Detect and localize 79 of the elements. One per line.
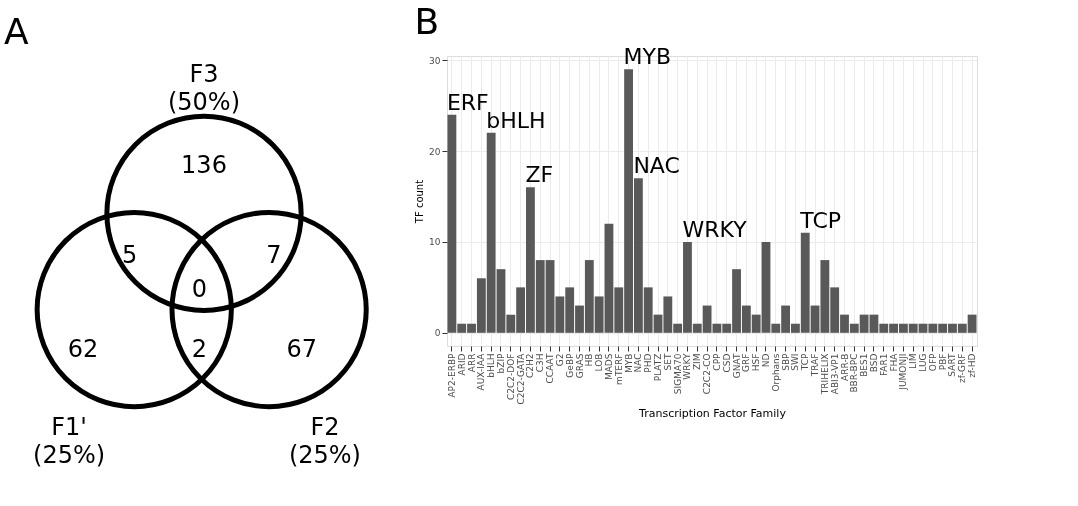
- y-tick-label: 0: [434, 328, 441, 339]
- x-tick-label: CPP: [711, 352, 722, 371]
- x-tick-label: JUMONJI: [898, 353, 909, 391]
- x-tick-label: BBR-BPC: [849, 353, 860, 393]
- text: 136: [181, 150, 227, 179]
- text: F1' (25%): [33, 412, 106, 469]
- x-tick-label: TCP: [800, 352, 811, 372]
- text: 67: [286, 335, 317, 364]
- x-tick-label: ARR: [466, 353, 477, 373]
- text: 62: [67, 335, 99, 364]
- x-tick-label: G2: [554, 353, 565, 367]
- y-axis-title: TF count: [414, 179, 426, 225]
- x-tick-label: CCAAT: [545, 353, 556, 384]
- y-tick-label: 30: [429, 55, 441, 66]
- x-tick-label: LIM: [908, 353, 919, 369]
- x-tick-label: ND: [760, 353, 771, 368]
- x-tick-label: PBF: [937, 353, 948, 371]
- text: 0: [191, 274, 207, 303]
- x-tick-label: BES1: [859, 353, 870, 377]
- x-tick-label: zf-GRF: [957, 353, 968, 383]
- x-tick-label: PHD: [643, 353, 654, 373]
- x-tick-label: ARID: [456, 353, 467, 376]
- chart-title: B: [414, 1, 440, 43]
- x-tick-label: ZIM: [692, 353, 703, 371]
- x-tick-label: FHA: [888, 352, 899, 372]
- x-tick-label: zf-HD: [967, 353, 978, 378]
- text: A: [4, 11, 29, 52]
- x-tick-label: C3H: [535, 353, 546, 373]
- annotation: ZF: [525, 162, 554, 188]
- x-tick-label: bHLH: [486, 353, 497, 378]
- x-tick-label: C2C2-CO: [702, 353, 713, 395]
- x-tick-label: NAC: [633, 353, 644, 373]
- annotation: TCP: [799, 207, 842, 233]
- x-tick-label: GeBP: [564, 352, 575, 378]
- x-tick-label: bZIP: [495, 352, 506, 374]
- x-tick-label: SART: [947, 353, 958, 377]
- x-tick-label: LUG: [918, 353, 929, 372]
- x-tick-label: C2C2-GATA: [515, 352, 526, 405]
- text: F2 (25%): [288, 412, 361, 469]
- text: 7: [266, 240, 282, 269]
- x-tick-label: AP2-ERBP: [446, 352, 457, 398]
- x-tick-label: GRAS: [574, 353, 585, 379]
- x-tick-label: TRAF: [810, 353, 821, 378]
- text: F3 (50%): [167, 60, 241, 117]
- x-tick-label: GRF: [741, 353, 752, 372]
- x-tick-label: WRKY: [682, 353, 693, 380]
- x-tick-label: SWI: [790, 353, 801, 371]
- x-tick-label: OFP: [927, 352, 938, 372]
- x-axis-title: Transcription Factor Family: [638, 407, 787, 421]
- x-tick-label: PLATZ: [653, 353, 664, 382]
- annotation: WRKY: [682, 216, 748, 242]
- annotation: bHLH: [486, 107, 546, 133]
- x-tick-label: GNAT: [731, 353, 742, 379]
- x-tick-label: Orphans: [770, 353, 781, 392]
- x-tick-label: MADS: [603, 353, 614, 381]
- y-tick-label: 20: [429, 146, 441, 157]
- x-tick-label: FAR1: [878, 353, 889, 376]
- x-tick-label: HB: [584, 353, 595, 367]
- x-tick-label: C2C2-DOF: [505, 353, 516, 400]
- text: 2: [191, 335, 207, 364]
- y-tick-label: 10: [429, 237, 441, 248]
- x-tick-label: AUX-IAA: [476, 352, 487, 391]
- x-tick-label: BSD: [868, 353, 879, 373]
- annotation: NAC: [633, 153, 680, 179]
- x-tick-label: SET: [662, 353, 673, 371]
- annotation: ERF: [446, 89, 489, 115]
- annotation: MYB: [623, 44, 672, 70]
- x-tick-label: CSD: [721, 353, 732, 373]
- x-tick-label: SIGMA70: [672, 353, 683, 395]
- x-tick-label: LOB: [594, 353, 605, 372]
- x-tick-label: SBP: [780, 352, 791, 371]
- x-tick-label: C2H2: [525, 353, 536, 379]
- x-tick-label: ABI3-VP1: [829, 353, 840, 395]
- x-tick-label: TRIHELIX: [819, 353, 830, 396]
- x-tick-label: MYB: [623, 353, 634, 373]
- x-tick-label: ARR-B: [839, 353, 850, 381]
- x-tick-label: mTERF: [613, 353, 624, 385]
- text: 5: [121, 240, 138, 269]
- x-tick-label: HSF: [751, 353, 762, 372]
